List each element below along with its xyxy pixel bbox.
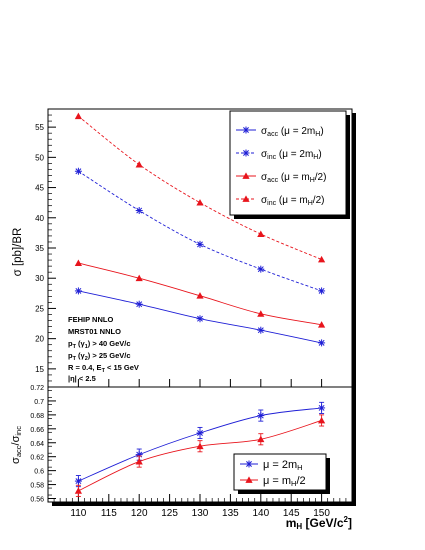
top-series-3-point-3 [257, 230, 265, 237]
bottom-y-tick-label: 0.68 [30, 413, 44, 420]
top-series-1-point-1 [135, 206, 144, 215]
bottom-legend-marker-1 [245, 476, 253, 483]
top-legend-marker-0 [242, 126, 250, 134]
top-legend-label-3: σinc (μ = mH/2) [261, 195, 324, 207]
bottom-series-0-point-4 [317, 403, 326, 412]
top-y-tick-label: 20 [35, 335, 44, 344]
top-series-3-point-2 [196, 199, 204, 206]
top-series-2-point-2 [196, 292, 204, 299]
top-legend-marker-2 [242, 172, 250, 179]
bottom-y-tick-label: 0.62 [30, 455, 44, 462]
bottom-legend-label-0: μ = 2mH [263, 459, 303, 472]
bottom-y-tick-label: 0.66 [30, 427, 44, 434]
annotation-line-1: FEHIP NNLO [68, 315, 113, 324]
bottom-x-tick-label: 125 [161, 508, 178, 519]
top-series-1-point-0 [74, 167, 83, 176]
cut-annotation: FEHIP NNLO MRST01 NNLO pT (γ1) > 40 GeV/… [68, 315, 139, 383]
top-series-3-point-0 [74, 112, 82, 120]
top-legend-label-1: σinc (μ = 2mH) [261, 149, 322, 161]
bottom-x-tick-label: 140 [252, 508, 269, 519]
bottom-y-tick-label: 0.7 [34, 399, 44, 406]
top-series-line-3 [78, 115, 322, 260]
bottom-x-tick-label: 120 [131, 508, 148, 519]
top-series-1-point-4 [317, 286, 326, 295]
top-series-1-point-3 [256, 265, 265, 274]
top-legend-label-2: σacc (μ = mH/2) [261, 172, 326, 184]
bottom-y-axis-label: σacc/σinc [10, 426, 23, 464]
bottom-series-0-point-0 [74, 477, 83, 486]
top-y-tick-label: 25 [35, 304, 44, 313]
annotation-line-5: R = 0.4, ET < 15 GeV [68, 363, 139, 374]
top-series-2-point-0 [74, 259, 82, 266]
top-series-2-point-1 [135, 274, 143, 282]
bottom-y-tick-label: 0.64 [30, 441, 44, 448]
top-series-0-point-2 [196, 314, 204, 323]
bottom-x-tick-label: 135 [222, 508, 239, 519]
bottom-series-1-point-3 [257, 435, 265, 443]
bottom-y-tick-label: 0.56 [30, 497, 44, 504]
top-series-3-point-4 [318, 255, 326, 263]
bottom-y-tick-label: 0.72 [30, 385, 44, 392]
x-axis-label: mH [GeV/c2] [286, 515, 352, 531]
bottom-legend: μ = 2mH μ = mH/2 [233, 453, 330, 494]
bottom-series-0-point-3 [256, 411, 265, 420]
bottom-y-tick-label: 0.58 [30, 483, 44, 490]
bottom-series-1-point-2 [196, 442, 204, 450]
top-y-tick-label: 55 [35, 123, 44, 132]
bottom-x-tick-label: 130 [192, 508, 209, 519]
bottom-series-group [74, 401, 326, 497]
top-y-tick-label: 35 [35, 244, 44, 253]
top-series-2-point-4 [318, 321, 326, 328]
bottom-y-tick-label: 0.6 [34, 469, 44, 476]
bottom-y-axis: 0.72 0.7 0.68 0.66 0.64 0.62 0.6 0.58 0.56 [30, 385, 56, 504]
bottom-series-1-point-1 [135, 457, 143, 465]
annotation-line-6: |η| < 2.5 [68, 374, 96, 383]
top-legend: σacc (μ = 2mH) σinc (μ = 2mH) σacc (μ = mH… [229, 110, 350, 219]
annotation-line-2: MRST01 NNLO [68, 327, 121, 336]
top-y-tick-label: 45 [35, 184, 44, 193]
top-legend-label-0: σacc (μ = 2mH) [261, 126, 324, 138]
top-y-axis-label: σ [pb]/BR [12, 228, 24, 277]
top-series-0-point-1 [135, 300, 144, 309]
top-series-0-point-3 [256, 326, 265, 335]
bottom-x-tick-label: 150 [313, 508, 330, 519]
bottom-series-1-point-0 [74, 487, 82, 494]
bottom-x-tick-label: 115 [101, 508, 117, 519]
top-y-axis: 15 20 25 30 35 40 45 50 55 [35, 114, 323, 387]
top-y-tick-label: 30 [35, 274, 44, 283]
top-y-tick-label: 15 [35, 365, 44, 374]
top-y-tick-label: 40 [35, 214, 44, 223]
annotation-line-3: pT (γ1) > 40 GeV/c [68, 339, 131, 350]
top-series-0-point-0 [74, 286, 83, 295]
bottom-series-0-point-2 [196, 429, 204, 437]
top-series-3-point-1 [135, 161, 143, 168]
bottom-x-tick-label: 145 [283, 508, 300, 519]
bottom-legend-label-1: μ = mH/2 [263, 475, 306, 488]
bottom-legend-marker-0 [245, 460, 253, 468]
top-series-1-point-2 [196, 240, 204, 249]
top-series-2-point-3 [257, 310, 265, 317]
top-legend-marker-1 [242, 149, 250, 157]
top-series-group [74, 112, 326, 347]
bottom-series-1-point-4 [318, 416, 326, 424]
top-legend-marker-3 [242, 195, 250, 202]
top-series-0-point-4 [317, 338, 326, 347]
bottom-x-tick-label: 110 [70, 508, 86, 519]
annotation-line-4: pT (γ2) > 25 GeV/c [68, 351, 131, 362]
top-y-tick-label: 50 [35, 153, 44, 162]
